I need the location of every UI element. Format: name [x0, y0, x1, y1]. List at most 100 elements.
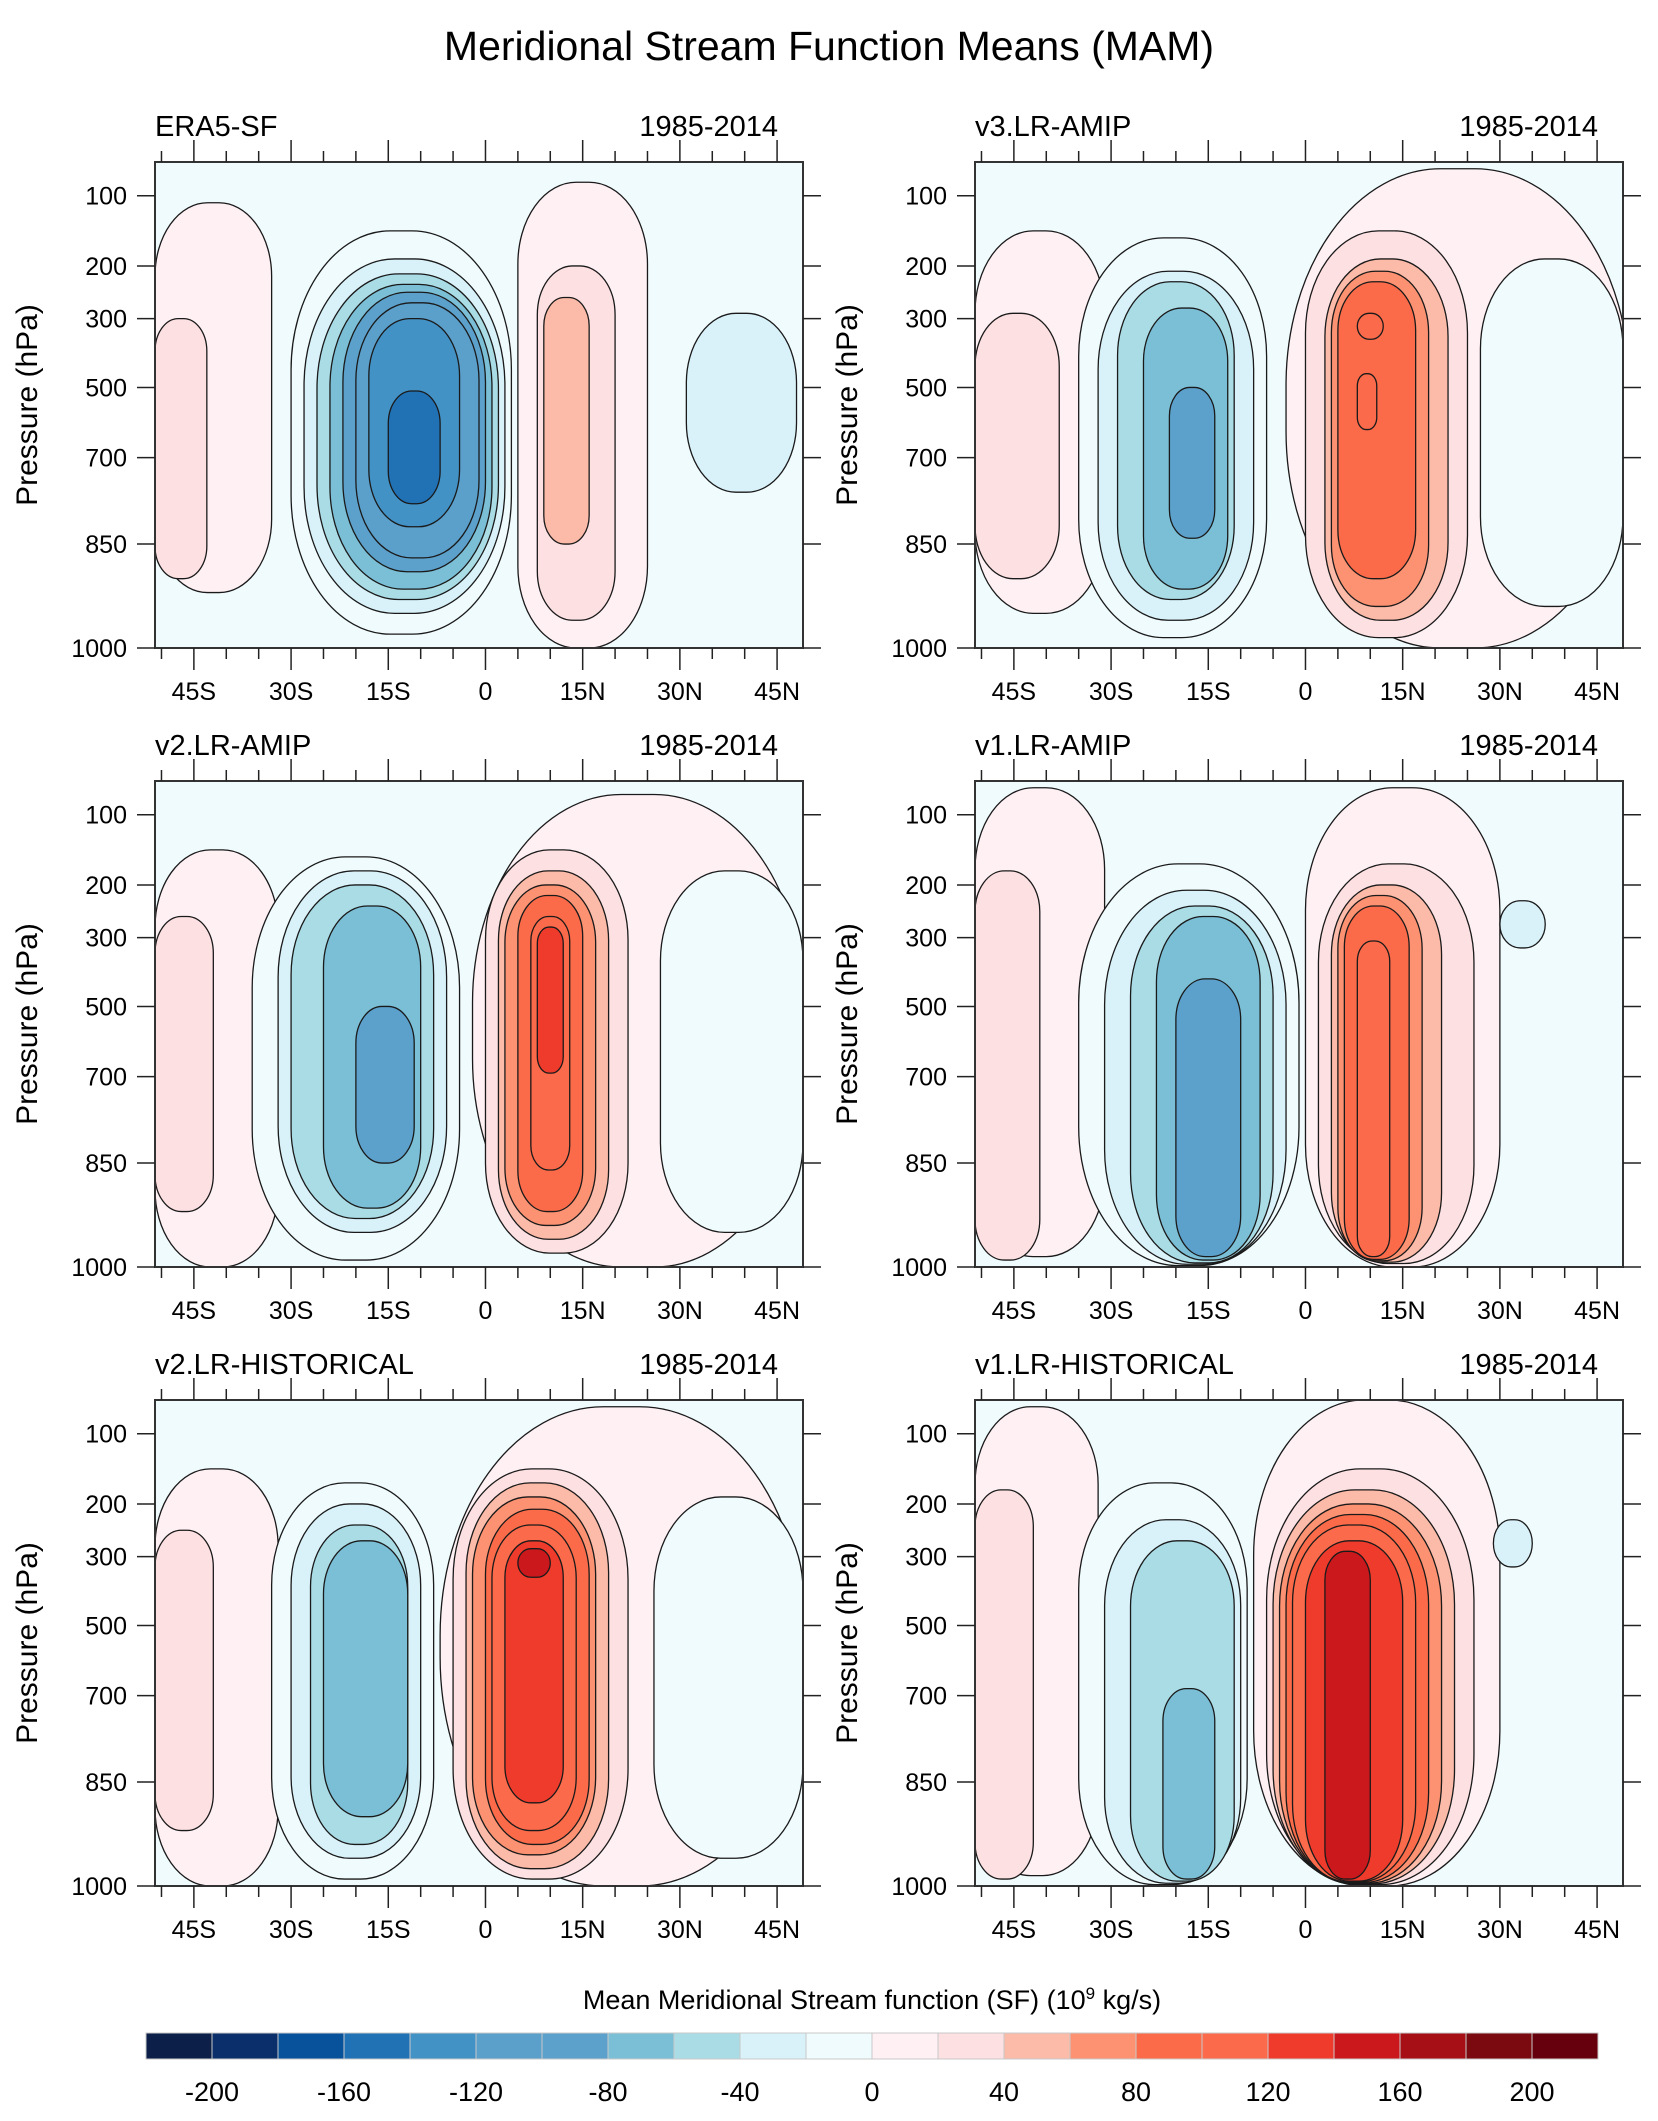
y-tick-label: 300	[85, 925, 127, 953]
panel-v3-lr-amip: 45S 30S 15S 0 15N 30N 45N 100 200 300 500 700 850 100…	[831, 111, 1641, 706]
y-tick-label: 500	[905, 993, 947, 1021]
colorbar-box	[145, 2032, 213, 2060]
contour-region	[975, 312, 1060, 580]
y-tick-label: 100	[85, 802, 127, 830]
contour-region	[155, 1529, 214, 1832]
y-axis-label: Pressure (hPa)	[831, 923, 864, 1125]
y-tick-label: 500	[85, 1612, 127, 1640]
x-tick-label: 30S	[269, 678, 313, 706]
x-tick-label: 30S	[1089, 1297, 1133, 1325]
y-tick-label: 850	[85, 531, 127, 559]
y-tick-label: 200	[85, 253, 127, 281]
colorbar-tick-label: -160	[317, 2077, 371, 2107]
contour-region	[1337, 281, 1417, 580]
contour-region	[1479, 258, 1623, 608]
y-tick-label: 850	[905, 1769, 947, 1797]
y-tick-label: 500	[85, 993, 127, 1021]
colorbar-tick-label: -80	[588, 2077, 627, 2107]
y-tick-label: 1000	[71, 1873, 127, 1901]
x-tick-label: 45N	[1574, 1297, 1620, 1325]
colorbar-boxes	[145, 2032, 1599, 2060]
colorbar-tick-label: -40	[720, 2077, 759, 2107]
panel-period: 1985-2014	[1459, 111, 1598, 143]
colorbar-tick-label: 40	[989, 2077, 1019, 2107]
y-tick-label: 700	[85, 445, 127, 473]
colorbar-box	[871, 2032, 939, 2060]
colorbar: Mean Meridional Stream function (SF) (10…	[145, 1984, 1599, 2107]
contour-region	[1356, 312, 1384, 340]
x-tick-label: 30N	[1477, 678, 1523, 706]
contour-region	[1356, 940, 1391, 1258]
x-tick-label: 30S	[1089, 678, 1133, 706]
colorbar-tick-label: -120	[449, 2077, 503, 2107]
panel-period: 1985-2014	[639, 111, 778, 143]
colorbar-box	[475, 2032, 543, 2060]
contour-region	[322, 1540, 409, 1818]
x-tick-label: 45N	[1574, 1916, 1620, 1944]
y-axis-label: Pressure (hPa)	[11, 304, 44, 506]
contour-region	[685, 312, 798, 493]
contour-region	[1168, 386, 1216, 539]
y-axis-label: Pressure (hPa)	[831, 304, 864, 506]
chart-title: Meridional Stream Function Means (MAM)	[444, 23, 1214, 69]
y-tick-label: 1000	[891, 1873, 947, 1901]
x-tick-label: 15S	[366, 678, 410, 706]
contour-region	[536, 926, 564, 1074]
panel-v1-lr-amip: 45S 30S 15S 0 15N 30N 45N 100 200 300 500 700 850 100…	[831, 730, 1641, 1325]
y-tick-label: 1000	[891, 635, 947, 663]
x-tick-label: 30S	[1089, 1916, 1133, 1944]
colorbar-box	[1531, 2032, 1599, 2060]
panel-title: v3.LR-AMIP	[975, 111, 1131, 143]
contour-region	[355, 1005, 415, 1164]
contour-fills	[975, 168, 1623, 648]
x-tick-label: 30N	[657, 1297, 703, 1325]
panel-era5-sf: 45S 30S 15S 0 15N 30N 45N 100 200 300 500 700 850 100…	[11, 111, 821, 706]
plot-frame	[154, 161, 804, 649]
colorbar-box	[1135, 2032, 1203, 2060]
x-tick-label: 0	[1299, 1916, 1313, 1944]
contour-fills	[975, 787, 1546, 1267]
y-tick-label: 200	[905, 872, 947, 900]
colorbar-tick-label: -200	[185, 2077, 239, 2107]
colorbar-box	[1003, 2032, 1071, 2060]
x-tick-label: 45S	[172, 1297, 216, 1325]
panel-v2-lr-amip: 45S 30S 15S 0 15N 30N 45N 100 200 300 500 700 850 100…	[11, 730, 821, 1325]
y-axis-label: Pressure (hPa)	[11, 923, 44, 1125]
contour-region	[543, 296, 590, 545]
colorbar-box	[1465, 2032, 1533, 2060]
x-tick-label: 45S	[172, 1916, 216, 1944]
colorbar-box	[1267, 2032, 1335, 2060]
colorbar-tick-label: 160	[1377, 2077, 1422, 2107]
panel-title: ERA5-SF	[155, 111, 277, 143]
y-tick-label: 850	[905, 531, 947, 559]
y-tick-label: 200	[905, 1491, 947, 1519]
panel-title: v1.LR-AMIP	[975, 730, 1131, 762]
panel-period: 1985-2014	[639, 1349, 778, 1381]
y-tick-label: 300	[905, 306, 947, 334]
y-tick-label: 1000	[71, 1254, 127, 1282]
contour-region	[1175, 978, 1242, 1258]
contour-fills	[975, 1400, 1533, 1886]
contour-fills	[155, 793, 803, 1267]
contour-fills	[155, 181, 798, 648]
x-tick-label: 30S	[269, 1916, 313, 1944]
y-tick-label: 500	[905, 1612, 947, 1640]
colorbar-box	[541, 2032, 609, 2060]
panel-v2-lr-historical: 45S 30S 15S 0 15N 30N 45N 100 200 300 500 700 850 100…	[11, 1349, 821, 1944]
x-tick-label: 0	[479, 1297, 493, 1325]
x-tick-label: 15S	[366, 1916, 410, 1944]
panel-title: v1.LR-HISTORICAL	[975, 1349, 1234, 1381]
x-tick-label: 0	[1299, 678, 1313, 706]
y-tick-label: 700	[85, 1064, 127, 1092]
y-tick-label: 700	[85, 1683, 127, 1711]
contour-region	[1499, 900, 1546, 949]
y-tick-label: 300	[85, 306, 127, 334]
y-tick-label: 850	[85, 1150, 127, 1178]
x-tick-label: 15S	[366, 1297, 410, 1325]
y-tick-label: 100	[905, 1421, 947, 1449]
y-tick-label: 700	[905, 445, 947, 473]
y-tick-label: 700	[905, 1064, 947, 1092]
x-tick-label: 0	[1299, 1297, 1313, 1325]
x-tick-label: 15N	[1380, 1916, 1426, 1944]
